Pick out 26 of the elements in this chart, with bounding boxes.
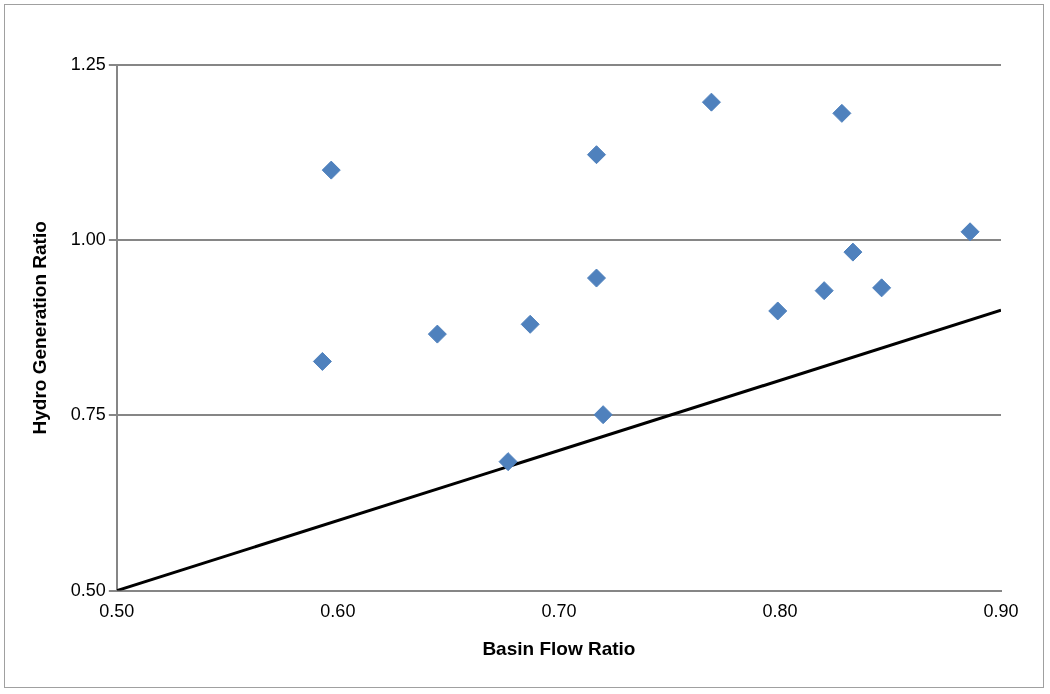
point xyxy=(427,324,447,344)
point xyxy=(701,92,721,112)
y-tick-label: 0.75 xyxy=(70,404,106,425)
x-tick-label: 0.60 xyxy=(320,601,356,622)
y-tick-label: 1.25 xyxy=(70,53,106,74)
point xyxy=(832,103,852,123)
point xyxy=(768,301,788,321)
y-axis-title: Hydro Generation Ratio xyxy=(28,221,50,435)
point xyxy=(312,351,332,371)
point xyxy=(586,145,606,165)
point xyxy=(586,268,606,288)
point xyxy=(498,452,518,472)
point xyxy=(960,222,980,242)
point xyxy=(321,160,341,180)
y-tick-label: 0.50 xyxy=(70,579,106,600)
x-tick-label: 0.90 xyxy=(983,601,1019,622)
point xyxy=(843,242,863,262)
point xyxy=(872,278,892,298)
x-tick-label: 0.70 xyxy=(541,601,577,622)
point xyxy=(520,314,540,334)
point xyxy=(814,281,834,301)
point xyxy=(593,405,613,425)
x-tick-label: 0.50 xyxy=(99,601,135,622)
x-tick-label: 0.80 xyxy=(762,601,798,622)
x-axis-title: Basin Flow Ratio xyxy=(482,637,636,659)
y-tick-label: 1.00 xyxy=(70,229,106,250)
